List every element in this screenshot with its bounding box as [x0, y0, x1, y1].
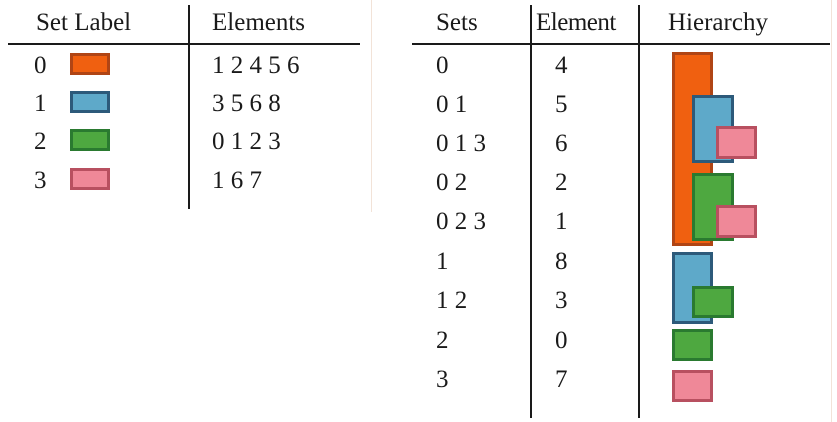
row-sets: 2 — [436, 327, 449, 354]
row-element: 2 — [555, 169, 568, 196]
header-sets: Sets — [436, 9, 478, 36]
header-element: Element — [536, 9, 616, 36]
row-element: 7 — [555, 366, 568, 393]
row-element: 4 — [555, 52, 568, 79]
row-sets: 0 1 — [436, 91, 468, 118]
set-1-elements: 3 5 6 8 — [212, 90, 281, 117]
row-element: 5 — [555, 91, 568, 118]
set-3-hierarchy-bar — [716, 126, 757, 159]
header-rule — [412, 43, 830, 45]
set-3-color-swatch — [70, 168, 110, 190]
row-element: 6 — [555, 130, 568, 157]
row-sets: 0 2 — [436, 169, 468, 196]
set-3-elements: 1 6 7 — [212, 167, 262, 194]
row-sets: 3 — [436, 366, 449, 393]
set-label-3: 3 — [34, 167, 47, 194]
row-sets: 1 2 — [436, 287, 468, 314]
set-0-elements: 1 2 4 5 6 — [212, 52, 300, 79]
faint-divider — [371, 0, 372, 212]
column-rule — [638, 5, 640, 418]
row-sets: 1 — [436, 248, 449, 275]
set-label-2: 2 — [34, 128, 47, 155]
set-0-color-swatch — [70, 53, 110, 75]
set-3-hierarchy-bar — [672, 370, 713, 402]
faint-divider — [831, 0, 832, 422]
row-element: 3 — [555, 287, 568, 314]
header-rule — [8, 43, 360, 45]
header-hierarchy: Hierarchy — [668, 9, 768, 36]
header-set-label: Set Label — [36, 9, 132, 36]
header-elements: Elements — [212, 9, 306, 36]
set-2-hierarchy-bar — [672, 329, 713, 361]
set-2-color-swatch — [70, 129, 110, 151]
column-rule — [530, 5, 532, 418]
row-element: 1 — [555, 208, 568, 235]
set-label-1: 1 — [34, 90, 47, 117]
row-sets: 0 2 3 — [436, 208, 486, 235]
set-label-0: 0 — [34, 52, 47, 79]
column-rule — [188, 5, 190, 209]
set-3-hierarchy-bar — [716, 205, 757, 238]
row-element: 0 — [555, 327, 568, 354]
set-1-color-swatch — [70, 91, 110, 113]
set-2-elements: 0 1 2 3 — [212, 128, 281, 155]
row-sets: 0 1 3 — [436, 130, 486, 157]
set-2-hierarchy-bar — [692, 286, 734, 318]
row-element: 8 — [555, 248, 568, 275]
row-sets: 0 — [436, 52, 449, 79]
